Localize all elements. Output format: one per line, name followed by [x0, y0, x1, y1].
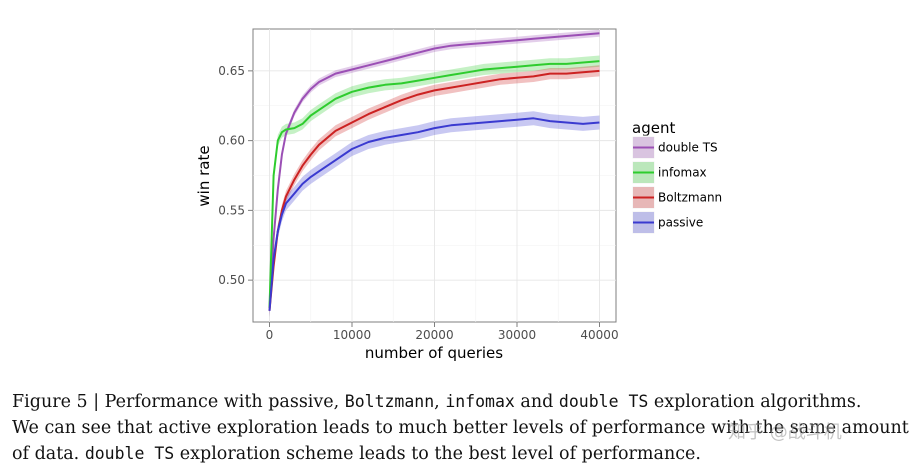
x-axis: 0 10000 20000 30000 40000 — [266, 322, 619, 342]
line-infomax — [268, 60, 600, 309]
y-tick-label: 0.65 — [218, 64, 245, 78]
line-boltzmann — [268, 69, 600, 311]
y-tick-label: 0.50 — [218, 273, 245, 287]
caption-code-double-ts: double TS — [84, 444, 175, 463]
y-axis-title: win rate — [195, 145, 213, 206]
x-tick-label: 20000 — [415, 328, 453, 342]
series-lines — [268, 32, 600, 311]
legend: agent double TS infomax Boltzmann passive — [631, 119, 722, 235]
figure-caption: Figure 5 | Performance with passive, Bol… — [12, 389, 922, 467]
caption-line-1: Figure 5 | Performance with passive, Bol… — [12, 389, 922, 415]
line-passive — [268, 117, 600, 311]
caption-line-3: of data. double TS exploration scheme le… — [12, 441, 922, 467]
legend-title: agent — [632, 119, 675, 137]
legend-label-double-ts: double TS — [658, 141, 718, 155]
caption-text: and — [514, 392, 559, 412]
y-tick-label: 0.55 — [218, 203, 245, 217]
x-axis-title: number of queries — [365, 344, 503, 362]
caption-text: of data. — [12, 444, 85, 464]
x-tick-label: 10000 — [333, 328, 371, 342]
caption-text: exploration scheme leads to the best lev… — [174, 444, 701, 464]
caption-text: , — [434, 392, 446, 412]
caption-code-infomax: infomax — [445, 392, 515, 411]
confidence-bands — [269, 29, 600, 318]
caption-line-2: We can see that active exploration leads… — [12, 418, 909, 438]
caption-code-double-ts: double TS — [558, 392, 649, 411]
x-tick-label: 30000 — [498, 328, 536, 342]
x-tick-label: 0 — [266, 328, 274, 342]
legend-label-passive: passive — [658, 216, 703, 230]
legend-label-boltzmann: Boltzmann — [658, 191, 722, 205]
x-tick-label: 40000 — [580, 328, 618, 342]
watermark: 知乎 @战斗机 — [728, 422, 842, 443]
caption-code-boltzmann: Boltzmann — [344, 392, 435, 411]
band-boltzmann — [269, 65, 600, 317]
win-rate-chart: 0 10000 20000 30000 40000 0.50 0.55 0.60 0.65 n… — [195, 28, 722, 362]
caption-text: exploration algorithms. — [648, 392, 862, 412]
caption-text: Figure 5 | Performance with passive, — [12, 392, 345, 412]
legend-label-infomax: infomax — [658, 166, 707, 180]
y-tick-label: 0.60 — [218, 134, 245, 148]
y-axis: 0.50 0.55 0.60 0.65 — [218, 64, 253, 287]
